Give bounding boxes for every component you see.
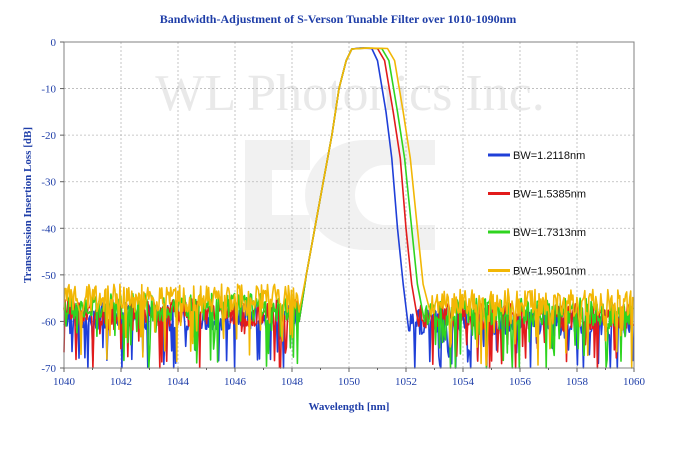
legend-label-2: BW=1.5385nm	[513, 189, 586, 201]
x-tick-label: 1052	[395, 376, 417, 388]
x-axis-label: Wavelength [nm]	[309, 401, 390, 413]
y-tick-label: -10	[41, 84, 56, 96]
watermark-logo-left	[245, 140, 310, 250]
x-tick-label: 1040	[53, 376, 76, 388]
watermark-text: WL Photonics Inc.	[155, 65, 544, 122]
y-tick-label: 0	[51, 37, 57, 49]
watermark-logo-right	[305, 140, 435, 250]
grid-layer	[64, 42, 634, 368]
legend-label-3: BW=1.7313nm	[513, 227, 586, 239]
legend-layer: BW=1.2118nm BW=1.5385nm BW=1.7313nm BW=1.95…	[488, 150, 586, 278]
y-tick-label: -40	[41, 223, 56, 235]
series-line-4	[63, 47, 635, 369]
axis-layer: 1040 1042 1044 1046 1048 1050 1052 1054 1056 1058…	[41, 37, 645, 388]
y-axis-label: Transmission Insertion Loss [dB]	[22, 127, 34, 283]
x-tick-label: 1054	[452, 376, 475, 388]
x-tick-label: 1048	[281, 376, 304, 388]
x-tick-label: 1050	[338, 376, 361, 388]
y-tick-label: -50	[41, 270, 56, 282]
legend-label-4: BW=1.9501nm	[513, 266, 586, 278]
watermark-logo	[245, 140, 435, 250]
x-tick-label: 1042	[110, 376, 132, 388]
y-tick-label: -60	[41, 316, 56, 328]
y-tick-label: -70	[41, 363, 56, 375]
x-tick-label: 1046	[224, 376, 247, 388]
x-tick-label: 1056	[509, 376, 532, 388]
x-tick-label: 1044	[167, 376, 190, 388]
x-tick-label: 1060	[623, 376, 646, 388]
x-tick-label: 1058	[566, 376, 589, 388]
y-tick-label: -20	[41, 130, 56, 142]
chart-title: Bandwidth-Adjustment of S-Verson Tunable…	[160, 12, 516, 26]
legend-label-1: BW=1.2118nm	[513, 150, 585, 162]
y-tick-label: -30	[41, 177, 56, 189]
curve-layer	[63, 47, 635, 369]
